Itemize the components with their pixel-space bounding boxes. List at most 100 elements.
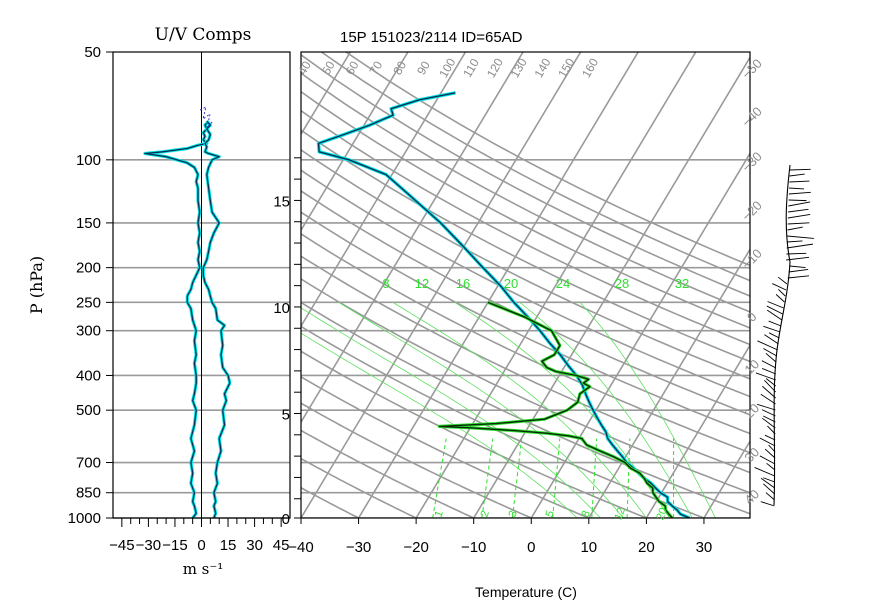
skewt-title: 15P 151023/2114 ID=65AD bbox=[340, 29, 523, 46]
height-km-tick-label: 15 bbox=[273, 193, 290, 210]
dry-adiabat bbox=[301, 129, 750, 363]
isotherm bbox=[301, 52, 409, 232]
wind-barb bbox=[759, 437, 776, 447]
isotherm bbox=[762, 52, 887, 518]
dry-adiabat bbox=[320, 52, 750, 282]
dry-adiabat bbox=[301, 402, 532, 518]
uv-y-tick-label: 400 bbox=[76, 367, 101, 384]
wind-barb bbox=[789, 180, 810, 183]
moist-adiabat bbox=[301, 332, 578, 518]
dry-adiabat-label: 80 bbox=[390, 58, 409, 77]
wind-barb bbox=[761, 360, 777, 369]
wind-barb bbox=[761, 367, 777, 375]
isotherm bbox=[645, 343, 750, 518]
wind-barb bbox=[767, 425, 776, 435]
wind-barb bbox=[786, 243, 814, 249]
temperature-profile-halo bbox=[316, 91, 691, 518]
uv-x-tick-label: 45 bbox=[273, 537, 290, 554]
dry-adiabat bbox=[301, 457, 417, 518]
dry-adiabat bbox=[301, 350, 647, 518]
wind-barb bbox=[787, 226, 803, 231]
skewt-background-lines bbox=[0, 52, 887, 518]
isotherm bbox=[415, 52, 697, 518]
uv-y-tick-label: 1000 bbox=[68, 510, 101, 527]
wind-barb bbox=[760, 501, 775, 507]
wind-barb bbox=[772, 283, 787, 291]
wind-barb bbox=[768, 320, 782, 327]
mixing-ratio-label: 20 bbox=[654, 506, 669, 522]
wind-barb bbox=[763, 477, 775, 483]
mixing-ratio-line bbox=[511, 438, 523, 518]
isotherm-label: 20 bbox=[741, 400, 762, 421]
uv-x-tick-label: −30 bbox=[136, 537, 161, 554]
uv-y-tick-label: 300 bbox=[76, 323, 101, 340]
uv-series-u bbox=[144, 120, 210, 519]
uv-series-u-halo bbox=[143, 120, 210, 519]
skewt-x-tick-label: −20 bbox=[403, 539, 428, 556]
dry-adiabat bbox=[301, 72, 750, 313]
wind-barb bbox=[756, 403, 776, 411]
mixing-ratio-label: 3 bbox=[506, 509, 519, 519]
dry-adiabat-label: 70 bbox=[367, 58, 386, 77]
moist-adiabat-label: 8 bbox=[382, 276, 389, 291]
moist-adiabat-label: 16 bbox=[456, 276, 470, 291]
moist-adiabat-label: 32 bbox=[675, 276, 689, 291]
dry-adiabat bbox=[301, 109, 750, 346]
uv-y-tick-label: 700 bbox=[76, 455, 101, 472]
uv-grid bbox=[106, 51, 290, 527]
isotherm bbox=[0, 52, 5, 518]
uv-y-tick-label: 250 bbox=[76, 294, 101, 311]
mixing-ratio-label: 1 bbox=[432, 509, 445, 519]
moist-adiabat bbox=[579, 302, 716, 518]
wind-barb bbox=[761, 417, 776, 429]
skewt-x-tick-label: −30 bbox=[346, 539, 371, 556]
isotherm bbox=[301, 52, 467, 328]
uv-x-tick-label: 15 bbox=[220, 537, 237, 554]
dry-adiabat-label: 120 bbox=[484, 56, 506, 81]
skewt-x-tick-label: 30 bbox=[696, 539, 713, 556]
dry-adiabat bbox=[301, 325, 705, 518]
uv-y-tick-label: 150 bbox=[76, 215, 101, 232]
wind-barb-staff bbox=[773, 164, 791, 506]
uv-y-tick-label: 50 bbox=[84, 44, 101, 61]
isotherm bbox=[588, 247, 750, 518]
skewt-frame bbox=[300, 51, 751, 519]
uv-y-tick-label: 850 bbox=[76, 485, 101, 502]
isotherm-label: −20 bbox=[739, 198, 765, 224]
wind-barb bbox=[768, 444, 776, 453]
dry-adiabat bbox=[301, 53, 750, 297]
isotherm bbox=[530, 151, 750, 518]
mixing-ratio-label: 8 bbox=[579, 509, 592, 519]
uv-x-tick-label: −15 bbox=[162, 537, 187, 554]
dry-adiabat-label: 140 bbox=[531, 56, 553, 81]
height-km-tick-labels: 0 5 10 15 bbox=[273, 157, 301, 528]
wind-barb bbox=[788, 268, 809, 273]
wind-barb bbox=[760, 393, 776, 405]
moist-adiabat-label: 28 bbox=[615, 276, 629, 291]
wind-barb bbox=[787, 222, 810, 225]
isotherm bbox=[301, 52, 524, 424]
dry-adiabat bbox=[301, 429, 475, 518]
isotherm-label: 0 bbox=[744, 309, 760, 325]
uv-y-tick-label: 200 bbox=[76, 260, 101, 277]
wind-barb bbox=[763, 348, 778, 357]
uv-x-tick-label: −45 bbox=[109, 537, 134, 554]
isotherm-label: −30 bbox=[739, 149, 765, 175]
mixing-ratio-line bbox=[552, 438, 561, 518]
wind-barb bbox=[764, 448, 776, 459]
uv-y-tick-label: 100 bbox=[76, 152, 101, 169]
wind-barb bbox=[788, 191, 811, 195]
dry-adiabat-label: 40 bbox=[295, 58, 314, 77]
wind-barb bbox=[766, 305, 783, 315]
isotherm bbox=[473, 55, 750, 518]
wind-barb bbox=[789, 187, 805, 190]
wind-barb bbox=[754, 467, 776, 477]
uv-x-tick-label: 0 bbox=[197, 537, 205, 554]
dry-adiabat-label: 110 bbox=[460, 56, 482, 80]
dry-adiabat bbox=[301, 301, 750, 515]
moist-adiabat bbox=[338, 302, 624, 518]
